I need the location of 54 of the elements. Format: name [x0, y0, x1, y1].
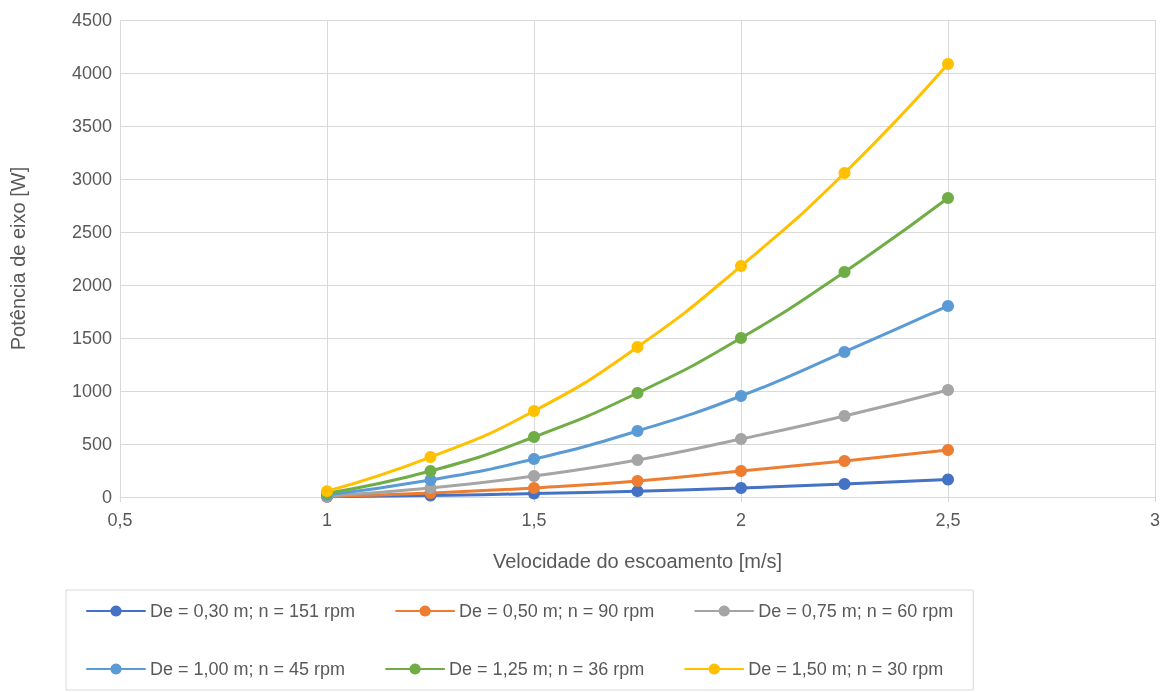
legend-label: De = 0,50 m; n = 90 rpm: [459, 601, 655, 621]
legend-label: De = 1,25 m; n = 36 rpm: [449, 659, 645, 679]
x-tick-label: 2,5: [935, 510, 961, 530]
point: [528, 405, 540, 418]
x-tick-label: 3: [1149, 510, 1161, 530]
y-tick-label: 500: [81, 434, 112, 454]
legend-label: De = 1,00 m; n = 45 rpm: [150, 659, 346, 679]
x-tick-label: 1,5: [521, 510, 547, 530]
point: [838, 410, 851, 423]
point: [942, 473, 954, 486]
point: [631, 387, 644, 400]
point: [838, 166, 851, 179]
point: [838, 345, 851, 358]
point: [528, 431, 540, 443]
point: [838, 454, 851, 467]
y-tick-label: 3000: [71, 169, 112, 189]
y-tick-label: 2000: [71, 275, 112, 295]
y-tick-label: 3500: [71, 116, 112, 136]
y-tick-label: 2500: [71, 222, 112, 242]
x-axis-title: Velocidade do escoamento [m/s]: [492, 550, 783, 572]
point: [942, 444, 954, 457]
point: [838, 477, 851, 490]
x-tick-label: 1: [321, 510, 333, 530]
legend-label: De = 0,75 m; n = 60 rpm: [758, 601, 954, 621]
point: [942, 191, 954, 204]
y-tick-label: 4500: [71, 10, 112, 30]
point: [528, 481, 540, 494]
y-tick-label: 1000: [71, 381, 112, 401]
y-tick-label: 0: [101, 487, 112, 507]
point: [735, 260, 747, 273]
y-axis-title: Potência de eixo [W]: [7, 166, 29, 351]
point: [528, 470, 540, 483]
point: [424, 465, 437, 478]
point: [631, 424, 644, 437]
point: [735, 332, 747, 344]
point: [942, 299, 954, 312]
x-tick-label: 2: [735, 510, 747, 530]
point: [942, 384, 954, 397]
point: [424, 451, 437, 464]
y-tick-label: 1500: [71, 328, 112, 348]
point: [631, 341, 644, 354]
point: [942, 57, 954, 70]
y-tick-label: 4000: [71, 63, 112, 83]
point: [631, 454, 644, 466]
point: [838, 265, 851, 278]
point: [528, 453, 540, 466]
point: [631, 475, 644, 487]
legend-label: De = 1,50 m; n = 30 rpm: [748, 659, 944, 679]
legend-label: De = 0,30 m; n = 151 rpm: [150, 601, 356, 621]
point: [735, 465, 747, 478]
x-tick-label: 0,5: [107, 510, 133, 530]
point: [735, 481, 747, 494]
point: [735, 433, 747, 446]
point: [735, 389, 747, 402]
